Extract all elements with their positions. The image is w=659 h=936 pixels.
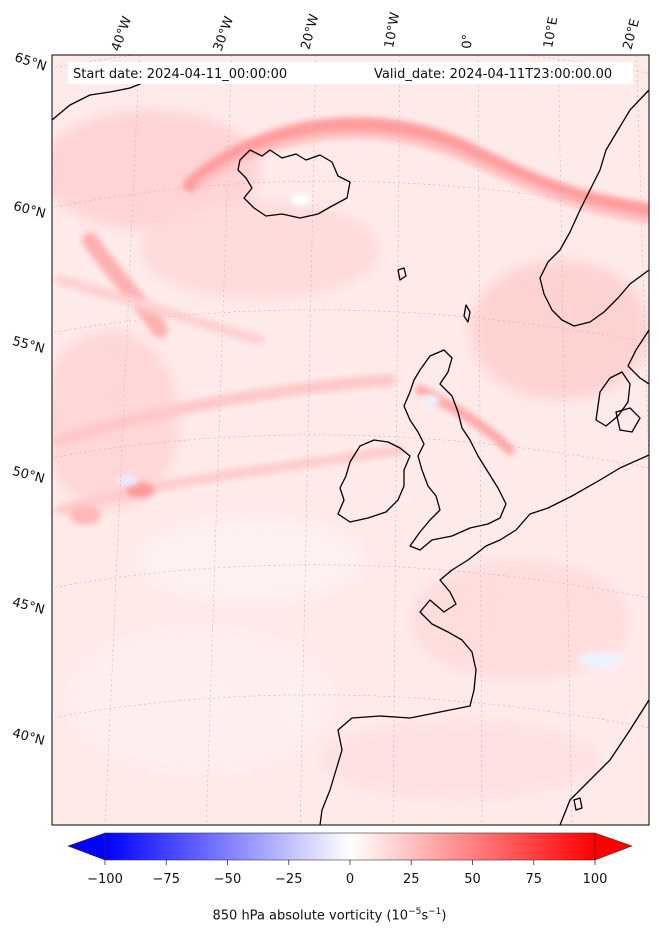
vorticity-field bbox=[52, 55, 649, 825]
colorbar-tick-label: 75 bbox=[525, 872, 543, 887]
colorbar-tick-label: 100 bbox=[582, 872, 608, 887]
lon-label-0: 0° bbox=[460, 33, 476, 50]
colorbar-tick-label: −50 bbox=[213, 872, 242, 887]
colorbar-exp1: −5 bbox=[408, 907, 422, 917]
colorbar-exp2: −1 bbox=[428, 907, 442, 917]
colorbar-tick-label: −100 bbox=[87, 872, 123, 887]
colorbar-tick-label: 50 bbox=[464, 872, 481, 887]
start-date-label: Start date: 2024-04-11_00:00:00 bbox=[73, 67, 288, 82]
colorbar-label: 850 hPa absolute vorticity (10−5s−1) bbox=[212, 907, 447, 924]
coastlines bbox=[52, 71, 649, 825]
colorbar-tick-label: −25 bbox=[275, 872, 303, 887]
valid-date-label: Valid_date: 2024-04-11T23:00:00.00 bbox=[374, 67, 613, 82]
map-frame bbox=[51, 54, 650, 826]
colorbar-tick-label: 25 bbox=[402, 872, 420, 887]
colorbar-tick-label: 0 bbox=[345, 872, 355, 887]
colorbar-tick-label: −75 bbox=[152, 872, 180, 887]
colorbar bbox=[67, 832, 633, 865]
graticule bbox=[52, 55, 649, 825]
header-strip bbox=[68, 62, 633, 84]
